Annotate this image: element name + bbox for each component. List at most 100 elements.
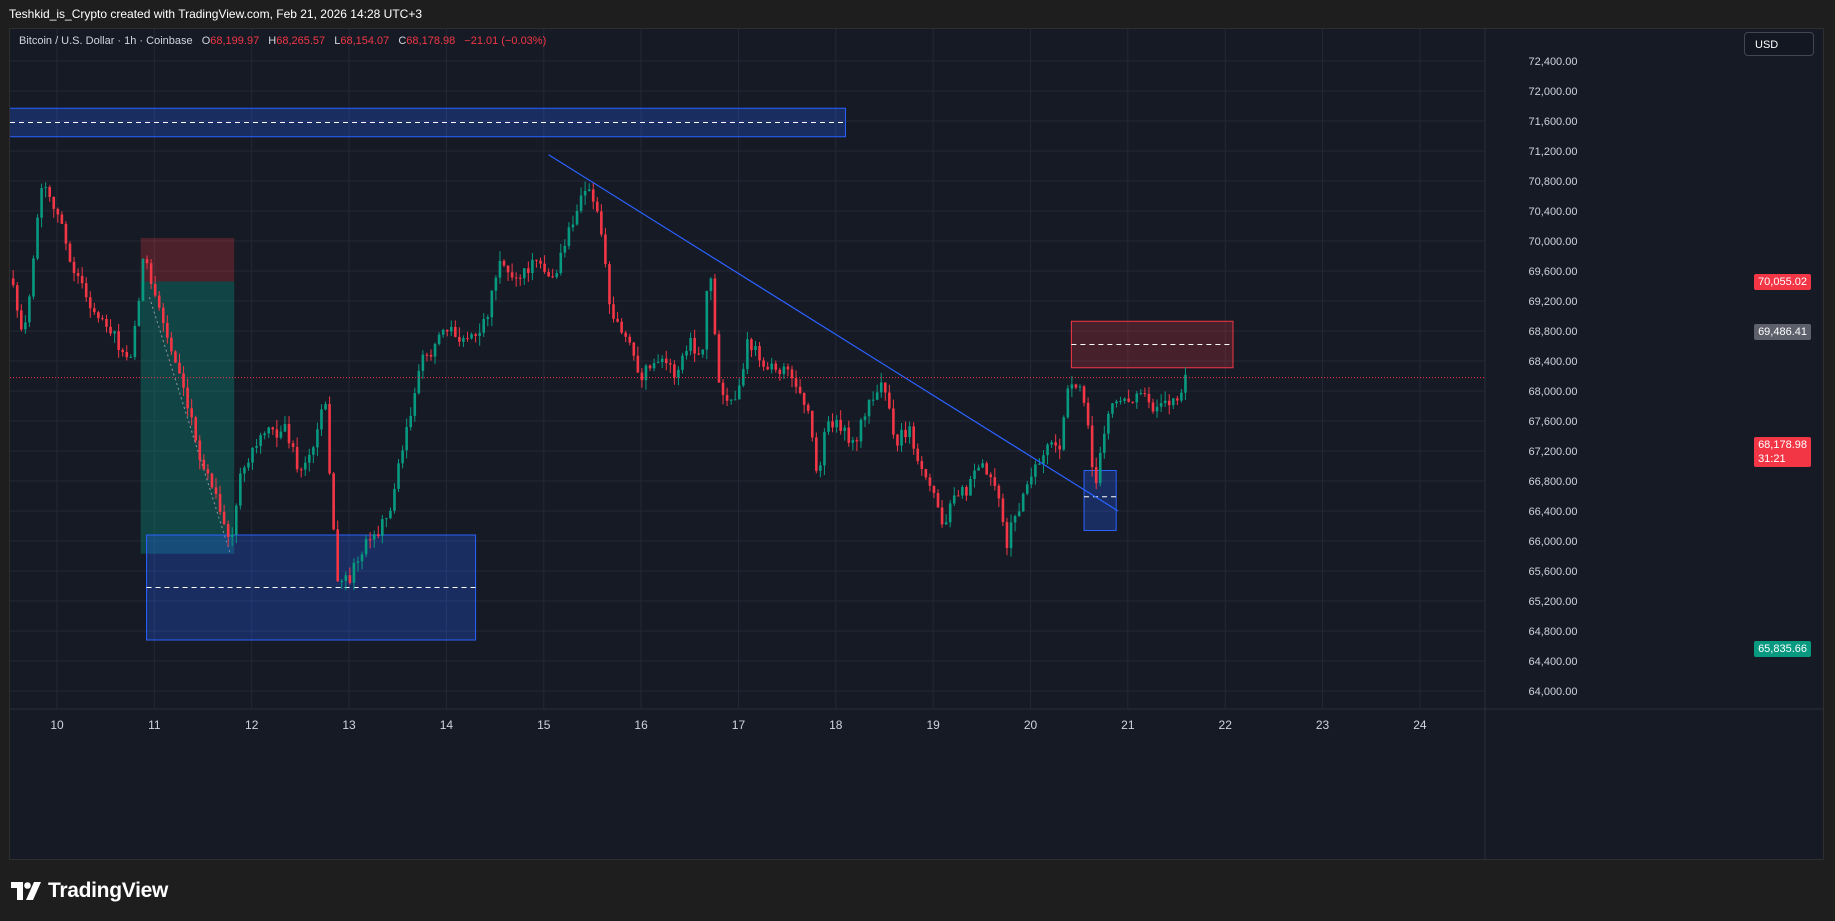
- candle-body: [32, 258, 35, 297]
- candle-body: [551, 276, 554, 278]
- candle-body: [660, 358, 664, 363]
- candle-body: [1155, 406, 1159, 412]
- candle-body: [1098, 452, 1102, 484]
- candle-body: [121, 349, 125, 352]
- close-label: C: [398, 35, 407, 47]
- candle-body: [810, 410, 814, 438]
- candle-body: [729, 399, 733, 401]
- price-tick-label: 65,200.00: [1529, 596, 1578, 608]
- candle-body: [441, 329, 445, 335]
- candle-body: [632, 342, 636, 356]
- candle-body: [904, 429, 907, 438]
- candle-body: [295, 446, 299, 470]
- candle-body: [214, 487, 218, 494]
- candle-body: [291, 443, 295, 447]
- candle-body: [125, 351, 129, 358]
- candle-body: [1119, 400, 1122, 402]
- candlestick-chart[interactable]: 72,400.00 72,000.00 71,600.00 71,200.00 70,8…: [10, 29, 1823, 859]
- candle-body: [875, 392, 879, 400]
- candle-body: [60, 214, 64, 224]
- candle-body: [754, 346, 757, 351]
- high-label: H: [268, 35, 277, 47]
- candle-body: [640, 372, 644, 381]
- candle-body: [72, 261, 76, 274]
- candle-body: [76, 273, 80, 276]
- candle-body: [109, 326, 112, 334]
- candle-body: [1143, 393, 1147, 395]
- time-tick-label: 11: [148, 718, 161, 732]
- time-tick-label: 24: [1413, 718, 1427, 732]
- candle-body: [750, 339, 753, 351]
- candle-body: [498, 260, 502, 278]
- chart-attribution: Teshkid_is_Crypto created with TradingVi…: [9, 7, 423, 21]
- current-price-tag: 68,178.98 31:21: [1754, 437, 1811, 467]
- symbol-name[interactable]: Bitcoin / U.S. Dollar · 1h · Coinbase: [19, 35, 193, 47]
- candle-body: [166, 323, 169, 338]
- time-tick-label: 13: [342, 718, 356, 732]
- high-value: 68,265.57: [276, 35, 326, 47]
- price-tick-label: 70,800.00: [1529, 176, 1578, 188]
- candle-body: [539, 260, 542, 264]
- candle-body: [307, 454, 311, 463]
- candle-body: [839, 419, 842, 431]
- drawing-zones: [10, 107, 1234, 641]
- candle-body: [973, 470, 976, 479]
- price-tick-label: 71,200.00: [1529, 146, 1578, 158]
- candle-body: [1184, 374, 1187, 393]
- candle-body: [421, 354, 425, 371]
- candles: [11, 181, 1187, 591]
- chart-pane[interactable]: 72,400.00 72,000.00 71,600.00 71,200.00 70,8…: [9, 28, 1824, 860]
- candle-body: [287, 424, 291, 444]
- close-value: 68,178.98: [406, 35, 456, 47]
- price-tick-label: 72,000.00: [1529, 86, 1578, 98]
- candle-body: [579, 195, 583, 211]
- candle-body: [190, 408, 193, 418]
- candle-body: [234, 505, 238, 535]
- candle-body: [113, 331, 116, 334]
- candle-body: [312, 447, 315, 455]
- candle-body: [932, 485, 936, 494]
- candle-body: [705, 290, 709, 350]
- candle-body: [936, 493, 940, 508]
- candle-body: [981, 463, 984, 468]
- candle-body: [1070, 384, 1074, 389]
- candle-body: [563, 245, 567, 253]
- candle-body: [1082, 386, 1086, 403]
- time-tick-label: 14: [440, 718, 454, 732]
- candle-body: [600, 211, 603, 235]
- candle-body: [389, 510, 392, 519]
- candle-body: [84, 283, 88, 298]
- tradingview-logo[interactable]: TradingView: [11, 878, 168, 904]
- candle-body: [360, 554, 364, 562]
- candle-body: [145, 259, 149, 264]
- candle-body: [328, 403, 331, 474]
- candle-body: [993, 477, 997, 486]
- candle-body: [1005, 522, 1009, 549]
- candle-body: [157, 295, 161, 308]
- drawing-lines: [10, 154, 1485, 512]
- candle-body: [36, 217, 39, 259]
- candle-body: [717, 334, 721, 383]
- candle-body: [1074, 384, 1078, 388]
- candle-body: [474, 334, 477, 336]
- candle-body: [15, 285, 19, 311]
- candle-body: [1054, 442, 1057, 446]
- candle-body: [644, 365, 648, 381]
- candle-body: [405, 427, 408, 451]
- candle-body: [356, 561, 360, 563]
- candle-body: [624, 332, 627, 337]
- candle-body: [510, 272, 514, 278]
- candle-body: [591, 189, 595, 202]
- candle-body: [486, 317, 490, 320]
- candle-body: [449, 326, 453, 332]
- candle-body: [758, 346, 761, 361]
- price-tick-label: 70,400.00: [1529, 206, 1578, 218]
- price-tick-label: 69,200.00: [1529, 296, 1578, 308]
- candle-body: [376, 534, 380, 536]
- candle-body: [141, 259, 145, 301]
- bar-countdown: 31:21: [1758, 453, 1786, 465]
- candle-body: [243, 467, 246, 474]
- price-tick-label: 70,000.00: [1529, 236, 1578, 248]
- currency-button[interactable]: USD: [1744, 32, 1814, 56]
- candle-body: [770, 363, 774, 370]
